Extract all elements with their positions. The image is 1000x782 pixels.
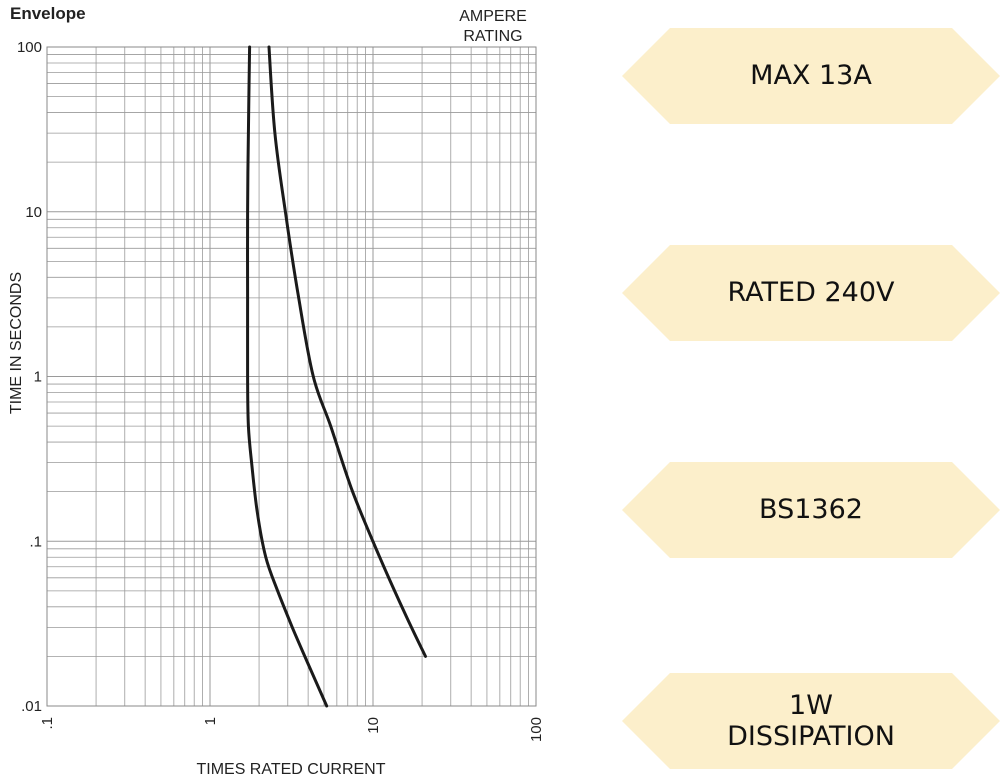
- y-axis-label: TIME IN SECONDS: [8, 272, 25, 414]
- y-tick-label: 10: [25, 204, 42, 221]
- badge-max-current: MAX 13A: [622, 28, 1000, 124]
- badge-standard: BS1362: [622, 462, 1000, 558]
- x-tick-label: 10: [365, 717, 382, 734]
- badge-label: MAX 13A: [750, 60, 872, 92]
- badge-rated-voltage: RATED 240V: [622, 245, 1000, 341]
- legend-title-line-1: AMPERE: [459, 8, 527, 25]
- x-tick-label: 1: [202, 717, 219, 725]
- badge-label: RATED 240V: [727, 277, 895, 309]
- badge-shape: [622, 462, 1000, 558]
- plot-frame: [46, 46, 537, 707]
- chart-title: Envelope: [10, 4, 86, 23]
- badge-dissipation: 1W DISSIPATION: [622, 673, 1000, 769]
- chart-grid: [46, 47, 536, 707]
- badge-shape: [622, 245, 1000, 341]
- curve-group: [246, 45, 427, 708]
- y-tick-label: 1: [34, 369, 42, 386]
- tick-label-group: 100 10 1 .1 .01 .1 1 10 100: [17, 39, 545, 742]
- x-tick-label: .1: [39, 717, 56, 730]
- badge-label: 1W DISSIPATION: [727, 689, 895, 752]
- badge-shape: [622, 673, 1000, 769]
- y-tick-label: .01: [21, 698, 42, 715]
- badge-shape: [622, 28, 1000, 124]
- curve-line-1: [246, 45, 329, 708]
- curve-line-2: [267, 45, 427, 658]
- x-tick-label: 100: [528, 717, 545, 742]
- badge-label: BS1362: [759, 494, 863, 526]
- legend-title-line-2: RATING: [463, 28, 522, 45]
- fuse-curve-chart: 100 10 1 .1 .01 .1 1 10 100 Envelope AMPERE RATI…: [8, 4, 545, 778]
- y-tick-label: .1: [29, 533, 42, 550]
- x-axis-label: TIMES RATED CURRENT: [196, 761, 385, 778]
- y-tick-label: 100: [17, 39, 42, 56]
